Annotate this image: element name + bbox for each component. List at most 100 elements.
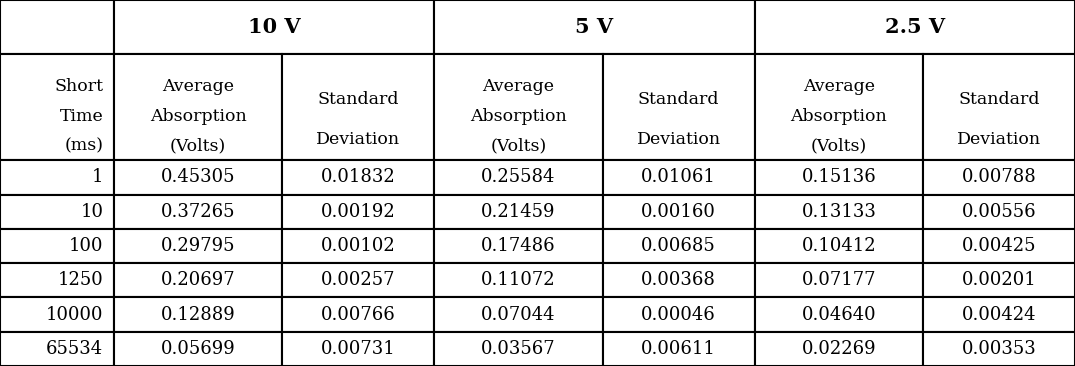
Text: 0.10412: 0.10412 <box>802 237 876 255</box>
Bar <box>434 160 603 195</box>
Text: 0.00424: 0.00424 <box>962 306 1036 324</box>
Bar <box>0 298 114 332</box>
Bar <box>434 195 603 229</box>
Bar <box>434 332 603 366</box>
Bar <box>603 160 755 195</box>
Text: Standard: Standard <box>317 90 399 108</box>
Text: 0.29795: 0.29795 <box>161 237 235 255</box>
Text: 0.07044: 0.07044 <box>482 306 556 324</box>
Bar <box>603 54 755 160</box>
Text: 0.02269: 0.02269 <box>802 340 876 358</box>
Text: Standard: Standard <box>958 90 1040 108</box>
Text: 0.00766: 0.00766 <box>321 306 396 324</box>
Text: 5 V: 5 V <box>575 17 614 37</box>
Text: Standard: Standard <box>637 90 719 108</box>
Text: 1: 1 <box>91 168 103 186</box>
Bar <box>603 298 755 332</box>
Bar <box>283 160 434 195</box>
Text: Absorption: Absorption <box>149 108 246 124</box>
Text: Absorption: Absorption <box>790 108 887 124</box>
Bar <box>0 160 114 195</box>
Bar <box>434 229 603 263</box>
Bar <box>0 332 114 366</box>
Text: 100: 100 <box>69 237 103 255</box>
Bar <box>923 160 1075 195</box>
Bar <box>114 229 283 263</box>
Text: Deviation: Deviation <box>316 131 400 148</box>
Text: 0.03567: 0.03567 <box>482 340 556 358</box>
Bar <box>603 263 755 298</box>
Bar <box>755 298 923 332</box>
Bar <box>0 0 114 54</box>
Text: 0.00160: 0.00160 <box>641 203 716 221</box>
Bar <box>755 160 923 195</box>
Text: 0.20697: 0.20697 <box>161 271 235 289</box>
Bar <box>114 54 283 160</box>
Text: Time: Time <box>59 108 103 124</box>
Text: 2.5 V: 2.5 V <box>885 17 945 37</box>
Bar <box>0 54 114 160</box>
Text: 10 V: 10 V <box>248 17 301 37</box>
Text: (Volts): (Volts) <box>170 137 227 154</box>
Text: Absorption: Absorption <box>470 108 567 124</box>
Text: 0.25584: 0.25584 <box>482 168 556 186</box>
Bar <box>603 229 755 263</box>
Bar <box>755 195 923 229</box>
Text: 0.17486: 0.17486 <box>482 237 556 255</box>
Bar <box>114 160 283 195</box>
Bar <box>755 229 923 263</box>
Text: 0.00192: 0.00192 <box>321 203 396 221</box>
Text: 0.00611: 0.00611 <box>641 340 716 358</box>
Bar <box>923 195 1075 229</box>
Text: (ms): (ms) <box>64 137 103 154</box>
Bar <box>283 263 434 298</box>
Bar <box>0 229 114 263</box>
Text: 0.00788: 0.00788 <box>962 168 1036 186</box>
Text: 1250: 1250 <box>58 271 103 289</box>
Text: 0.45305: 0.45305 <box>161 168 235 186</box>
Bar <box>114 195 283 229</box>
Text: 0.00731: 0.00731 <box>321 340 396 358</box>
Bar <box>283 298 434 332</box>
Text: 0.00353: 0.00353 <box>962 340 1036 358</box>
Text: 0.01832: 0.01832 <box>321 168 396 186</box>
Text: 0.05699: 0.05699 <box>161 340 235 358</box>
Bar <box>283 54 434 160</box>
Text: 10000: 10000 <box>46 306 103 324</box>
Text: 0.04640: 0.04640 <box>802 306 876 324</box>
Text: 0.15136: 0.15136 <box>802 168 876 186</box>
Bar <box>755 332 923 366</box>
Bar <box>755 0 1075 54</box>
Bar <box>923 332 1075 366</box>
Bar <box>283 332 434 366</box>
Bar <box>923 298 1075 332</box>
Bar <box>114 263 283 298</box>
Text: Average: Average <box>162 78 234 95</box>
Text: 0.00102: 0.00102 <box>321 237 396 255</box>
Text: (Volts): (Volts) <box>811 137 866 154</box>
Text: 0.00685: 0.00685 <box>642 237 716 255</box>
Bar <box>434 263 603 298</box>
Bar <box>434 54 603 160</box>
Text: 65534: 65534 <box>46 340 103 358</box>
Bar <box>283 195 434 229</box>
Bar <box>0 195 114 229</box>
Text: 0.21459: 0.21459 <box>482 203 556 221</box>
Bar <box>434 298 603 332</box>
Text: Deviation: Deviation <box>957 131 1041 148</box>
Text: 0.37265: 0.37265 <box>161 203 235 221</box>
Text: 0.07177: 0.07177 <box>802 271 876 289</box>
Bar <box>923 54 1075 160</box>
Text: 0.00368: 0.00368 <box>641 271 716 289</box>
Bar <box>114 298 283 332</box>
Text: (Volts): (Volts) <box>490 137 546 154</box>
Text: Average: Average <box>483 78 555 95</box>
Bar <box>0 263 114 298</box>
Text: 0.13133: 0.13133 <box>801 203 876 221</box>
Text: 0.00257: 0.00257 <box>321 271 396 289</box>
Bar <box>755 54 923 160</box>
Bar <box>603 332 755 366</box>
Text: 0.01061: 0.01061 <box>641 168 716 186</box>
Bar <box>114 0 434 54</box>
Text: Short: Short <box>54 78 103 95</box>
